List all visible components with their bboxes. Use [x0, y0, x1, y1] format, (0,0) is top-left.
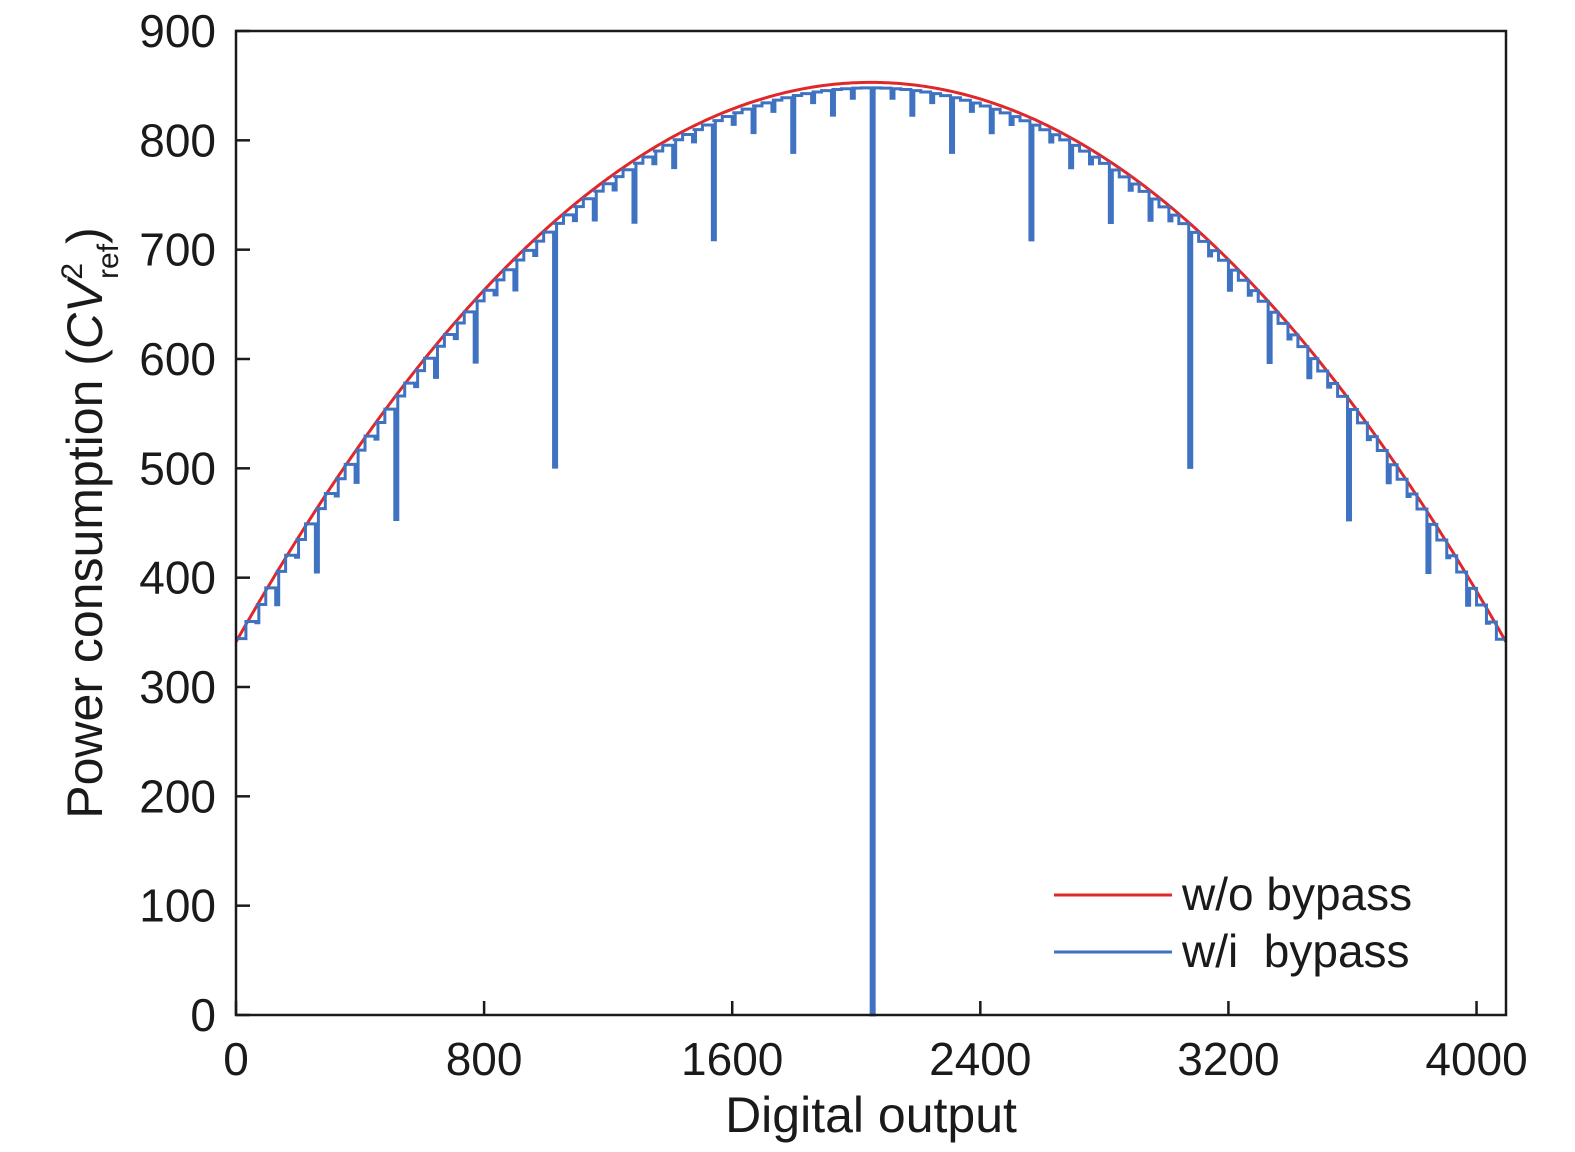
y-tick-label: 500 — [139, 442, 216, 494]
y-tick-label: 600 — [139, 333, 216, 385]
x-tick-label: 4000 — [1425, 1033, 1527, 1085]
legend: w/o bypass w/i bypass — [1054, 868, 1412, 977]
legend-label-wo-bypass: w/o bypass — [1181, 868, 1412, 920]
legend-label-wi-bypass: w/i bypass — [1181, 925, 1410, 977]
x-tick-label: 0 — [223, 1033, 249, 1085]
x-axis-title: Digital output — [725, 1087, 1017, 1143]
series-line-wo-bypass — [234, 80, 1508, 643]
y-tick-label: 900 — [139, 5, 216, 57]
plot-frame — [234, 29, 1508, 1017]
y-tick-label: 200 — [139, 770, 216, 822]
y-tick-label: 800 — [139, 114, 216, 166]
y-axis-title: Power consumption (CV2 ref) — [56, 227, 125, 818]
y-tick-label: 300 — [139, 661, 216, 713]
y-tick-label: 0 — [190, 989, 216, 1041]
y-axis: 0 100 200 300 400 500 600 700 800 900 — [139, 5, 250, 1041]
y-tick-label: 700 — [139, 224, 216, 276]
x-tick-label: 1600 — [681, 1033, 783, 1085]
x-tick-label: 2400 — [929, 1033, 1031, 1085]
x-tick-label: 800 — [446, 1033, 523, 1085]
y-tick-label: 400 — [139, 552, 216, 604]
y-tick-label: 100 — [139, 880, 216, 932]
x-axis: 0 800 1600 2400 3200 4000 — [223, 1001, 1528, 1085]
x-tick-label: 3200 — [1177, 1033, 1279, 1085]
